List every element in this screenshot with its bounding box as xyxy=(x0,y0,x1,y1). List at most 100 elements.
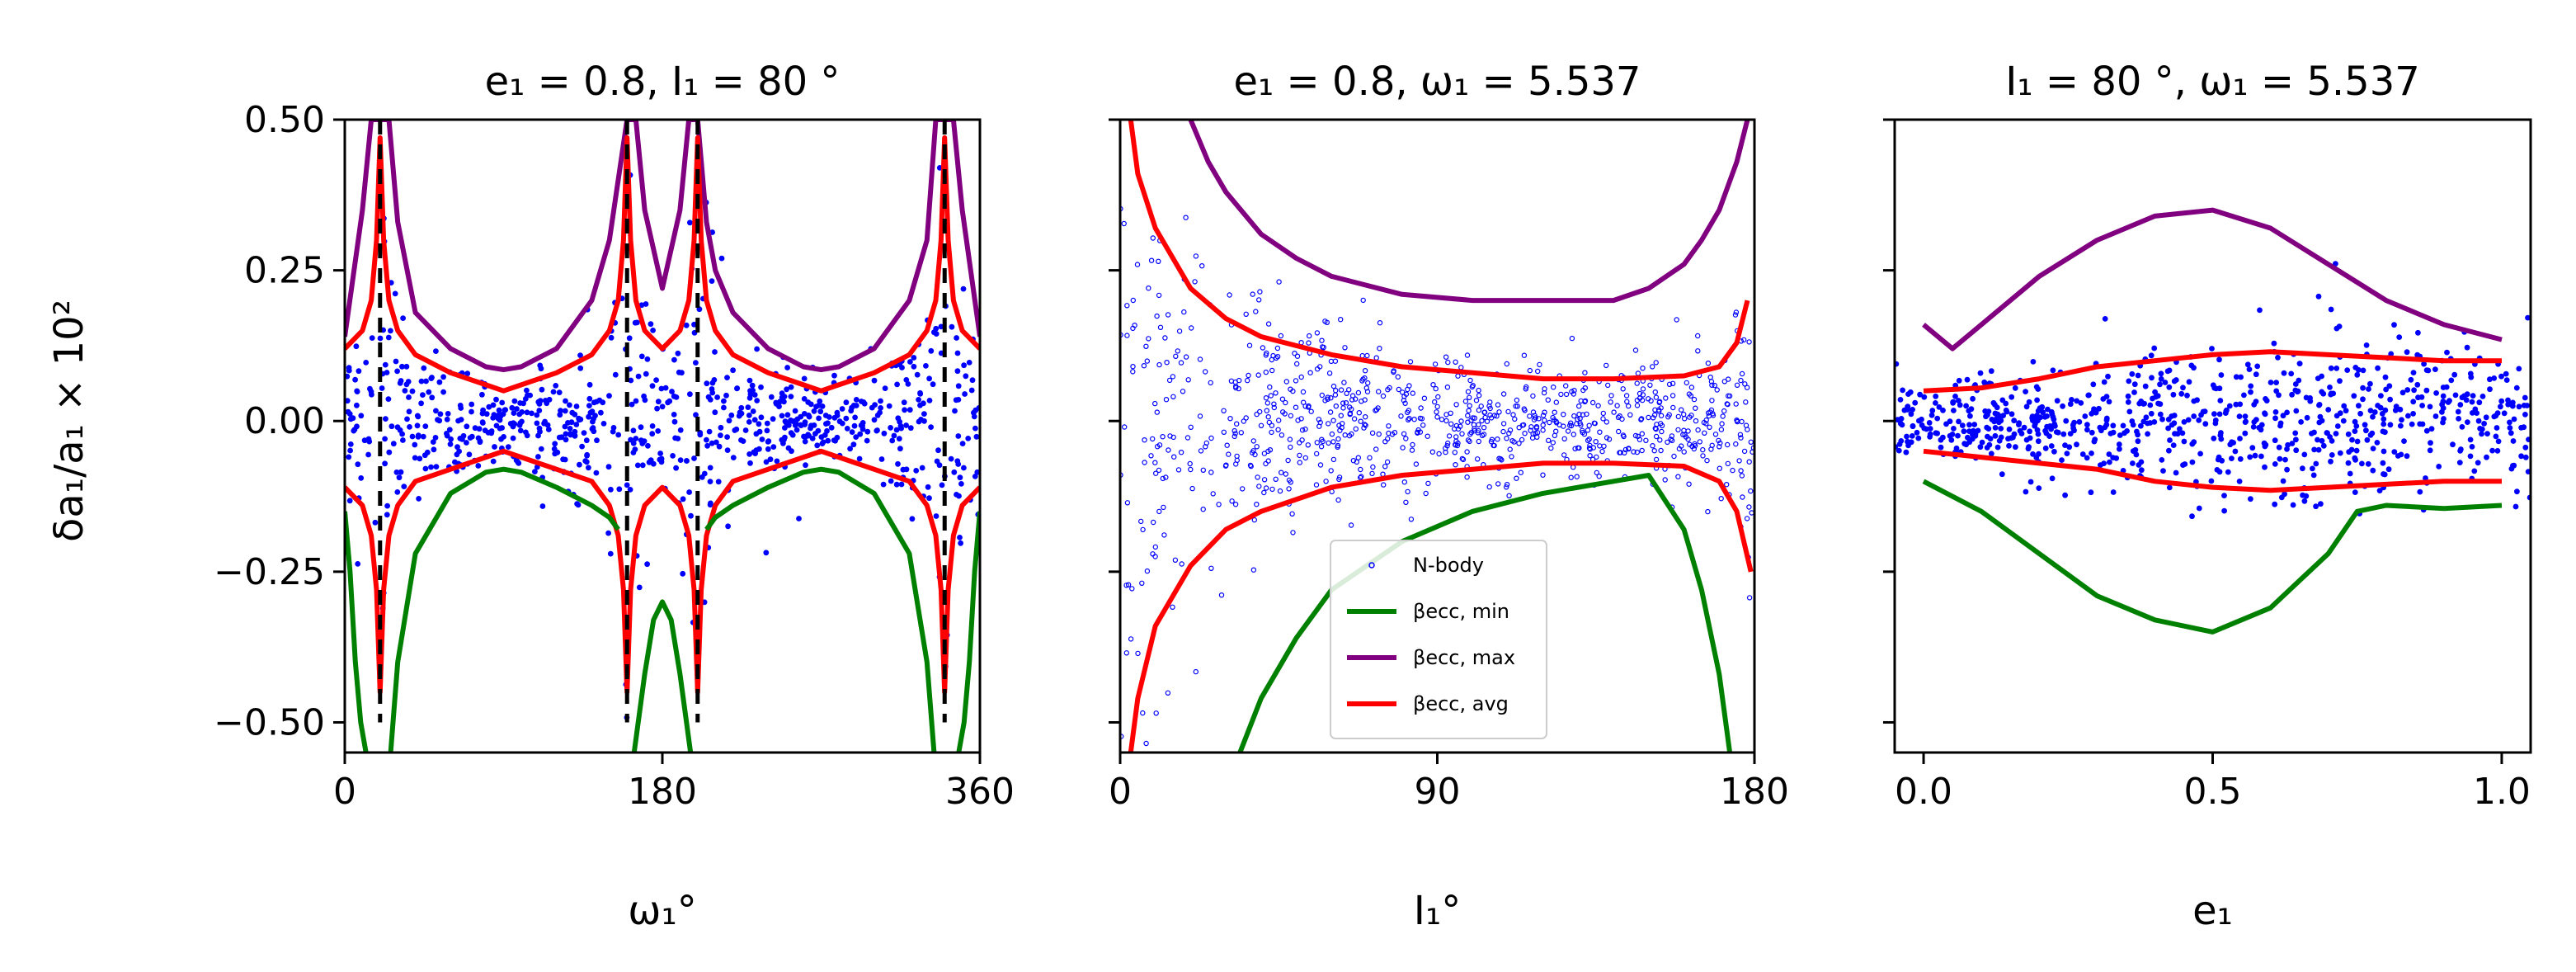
nbody-point xyxy=(1411,417,1417,422)
nbody-point xyxy=(1166,447,1171,453)
nbody-point xyxy=(409,433,416,440)
nbody-point xyxy=(853,403,859,408)
nbody-point xyxy=(2367,380,2373,387)
nbody-point xyxy=(2507,425,2513,431)
nbody-point xyxy=(2051,421,2058,427)
nbody-point xyxy=(605,464,612,470)
nbody-point xyxy=(1691,446,1697,452)
legend-label: βecc, avg xyxy=(1413,692,1509,715)
nbody-point xyxy=(1232,502,1239,507)
nbody-point xyxy=(1647,382,1653,388)
nbody-point xyxy=(1933,393,1939,399)
nbody-point xyxy=(1575,403,1582,409)
nbody-point xyxy=(1329,431,1335,437)
nbody-point xyxy=(538,446,544,452)
nbody-point xyxy=(2470,410,2475,416)
nbody-point xyxy=(573,422,580,427)
nbody-point xyxy=(756,421,762,427)
nbody-point xyxy=(1743,422,1750,428)
nbody-point xyxy=(918,417,924,422)
nbody-point xyxy=(390,441,397,447)
nbody-point xyxy=(751,392,758,398)
nbody-point xyxy=(1992,432,1999,439)
nbody-point xyxy=(2385,466,2392,473)
nbody-point xyxy=(935,447,941,454)
nbody-point xyxy=(2216,411,2223,418)
nbody-point xyxy=(385,396,392,402)
nbody-point xyxy=(1142,437,1147,443)
nbody-point xyxy=(1652,389,1659,395)
nbody-point xyxy=(558,408,563,414)
nbody-point xyxy=(1330,456,1337,463)
nbody-point xyxy=(2277,455,2283,462)
nbody-point xyxy=(1608,399,1613,405)
nbody-point xyxy=(608,334,615,341)
nbody-point xyxy=(802,438,808,445)
nbody-point xyxy=(2505,401,2512,408)
nbody-point xyxy=(1298,374,1304,380)
nbody-point xyxy=(1369,470,1375,477)
nbody-point xyxy=(1900,387,1906,394)
y-tick-label: 0.50 xyxy=(244,99,325,141)
nbody-point xyxy=(2525,314,2531,321)
nbody-point xyxy=(2170,442,2177,448)
nbody-point xyxy=(1317,462,1324,468)
nbody-point xyxy=(902,407,907,413)
x-tick-label: 0.5 xyxy=(2184,771,2242,813)
nbody-point xyxy=(1453,402,1459,408)
nbody-point xyxy=(537,398,544,404)
nbody-point xyxy=(1694,333,1701,339)
nbody-point xyxy=(356,368,362,375)
nbody-point xyxy=(1514,397,1520,403)
nbody-point xyxy=(1714,387,1720,393)
nbody-point xyxy=(2262,464,2268,470)
nbody-point xyxy=(436,418,443,424)
nbody-point xyxy=(2272,437,2278,444)
nbody-point xyxy=(1302,455,1309,461)
nbody-point xyxy=(1150,519,1156,526)
nbody-point xyxy=(2196,417,2202,423)
nbody-point xyxy=(1623,393,1630,399)
nbody-point xyxy=(2289,441,2296,446)
nbody-point xyxy=(2089,451,2094,456)
nbody-point xyxy=(479,391,485,398)
nbody-point xyxy=(2170,391,2177,398)
nbody-point xyxy=(649,423,656,429)
nbody-point xyxy=(2237,436,2243,441)
nbody-point xyxy=(2313,503,2319,510)
y-axis-label: δa₁/a₁ × 10² xyxy=(46,300,92,542)
nbody-point xyxy=(1319,392,1326,399)
nbody-point xyxy=(2051,448,2057,455)
nbody-point xyxy=(2096,405,2102,412)
nbody-point xyxy=(445,411,451,417)
nbody-point xyxy=(532,469,538,474)
nbody-point xyxy=(859,426,866,432)
nbody-point xyxy=(1355,389,1362,396)
nbody-point xyxy=(758,414,765,421)
nbody-point xyxy=(1197,413,1203,419)
nbody-point xyxy=(2238,374,2244,380)
nbody-point xyxy=(643,301,649,307)
nbody-point xyxy=(454,451,460,458)
nbody-point xyxy=(394,489,401,495)
nbody-point xyxy=(881,430,888,436)
nbody-point xyxy=(2147,420,2154,426)
nbody-point xyxy=(2084,427,2090,433)
nbody-point xyxy=(2181,419,2187,425)
nbody-point xyxy=(1254,502,1260,507)
curve-min_b xyxy=(388,466,620,753)
nbody-point xyxy=(882,385,888,391)
nbody-point xyxy=(2074,441,2079,448)
nbody-point xyxy=(2522,454,2529,460)
nbody-point xyxy=(2363,427,2369,434)
nbody-point xyxy=(1934,415,1941,422)
nbody-point xyxy=(680,496,686,503)
nbody-point xyxy=(1604,435,1610,441)
nbody-point xyxy=(2327,385,2333,390)
nbody-point xyxy=(447,441,454,447)
nbody-point xyxy=(572,411,578,418)
nbody-point xyxy=(426,389,432,395)
nbody-point xyxy=(1152,470,1159,476)
nbody-point xyxy=(917,402,923,408)
nbody-point xyxy=(972,474,978,479)
